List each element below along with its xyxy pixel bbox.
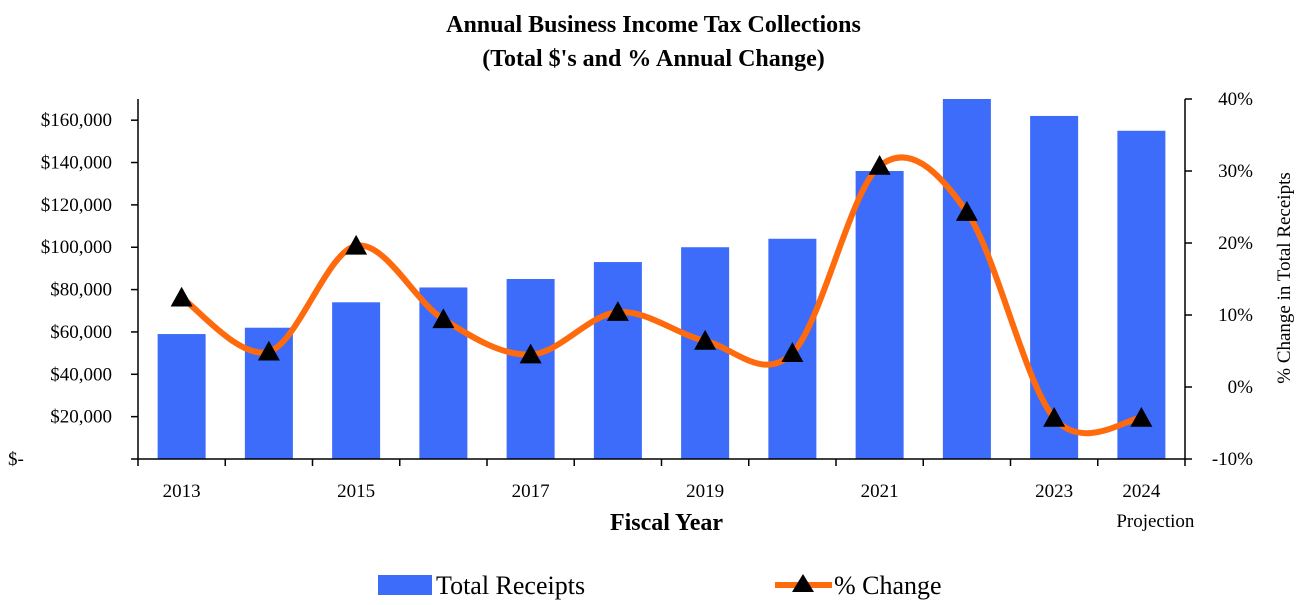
x-tick-label: 2024 — [1122, 481, 1161, 502]
x-tick-label: 2021 — [861, 481, 899, 502]
marker-2019 — [694, 329, 717, 350]
bar-2017 — [506, 279, 555, 459]
legend: Total Receipts % Change — [378, 571, 942, 600]
x-tick-sublabel: Projection — [1116, 511, 1195, 532]
marker-2022 — [955, 201, 978, 221]
marker-2023 — [1043, 406, 1066, 427]
marker-2018 — [606, 301, 629, 321]
y2-tick-label: 10% — [1218, 305, 1253, 326]
bar-2018 — [593, 262, 642, 459]
y-tick-label: $80,000 — [50, 280, 112, 301]
x-tick-label: 2017 — [512, 481, 550, 502]
y2-tick-label: 40% — [1218, 89, 1253, 110]
y2-tick-label: 30% — [1218, 161, 1253, 182]
chart-title: Annual Business Income Tax Collections — [446, 12, 861, 38]
y2-tick-label: -10% — [1212, 449, 1253, 470]
bar-2023 — [1030, 115, 1079, 460]
legend-label-percent-change: % Change — [834, 571, 942, 600]
marker-2021 — [868, 154, 891, 175]
y-tick-label: $20,000 — [50, 407, 112, 428]
bar-2021 — [855, 171, 904, 459]
legend-label-total-receipts: Total Receipts — [436, 571, 585, 600]
marker-2013 — [170, 286, 193, 307]
x-axis-title: Fiscal Year — [610, 510, 723, 536]
x-tick-label: 2015 — [337, 481, 375, 502]
legend-swatch-total-receipts — [378, 575, 432, 595]
y-tick-label: $- — [8, 449, 24, 470]
y-tick-label: $140,000 — [41, 153, 112, 174]
marker-2014 — [257, 340, 280, 361]
bar-series-total-receipts — [157, 99, 1166, 460]
x-tick-label: 2023 — [1035, 481, 1073, 502]
x-tick-label: 2019 — [686, 481, 724, 502]
bar-2024 — [1117, 130, 1166, 459]
marker-2020 — [781, 342, 804, 362]
percent-change-line — [178, 154, 1145, 437]
y2-tick-label: 20% — [1218, 233, 1253, 254]
bar-2022 — [942, 99, 991, 459]
chart-axes — [131, 98, 1192, 466]
y-tick-label: $100,000 — [41, 237, 112, 258]
marker-2017 — [519, 343, 542, 364]
x-tick-label: 2013 — [163, 481, 201, 502]
y-tick-label: $160,000 — [41, 110, 112, 131]
bar-2013 — [157, 334, 206, 459]
line-series-percent-change — [178, 154, 1145, 437]
marker-2015 — [345, 234, 368, 255]
y-tick-label: $60,000 — [50, 322, 112, 343]
legend-swatch-marker — [792, 574, 814, 592]
axis-labels: $- $20,000 $40,000 $60,000 $80,000 $100,000 $1… — [8, 89, 1295, 536]
y-tick-label: $40,000 — [50, 364, 112, 385]
marker-2024 — [1130, 406, 1153, 427]
y2-tick-label: 0% — [1228, 377, 1254, 398]
y-tick-label: $120,000 — [41, 195, 112, 216]
chart-subtitle: (Total $'s and % Annual Change) — [482, 46, 825, 72]
bar-2019 — [681, 247, 730, 459]
marker-2016 — [432, 308, 455, 329]
line-markers — [170, 154, 1153, 427]
bar-2015 — [332, 302, 381, 459]
y2-axis-title: % Change in Total Receipts — [1274, 172, 1295, 384]
